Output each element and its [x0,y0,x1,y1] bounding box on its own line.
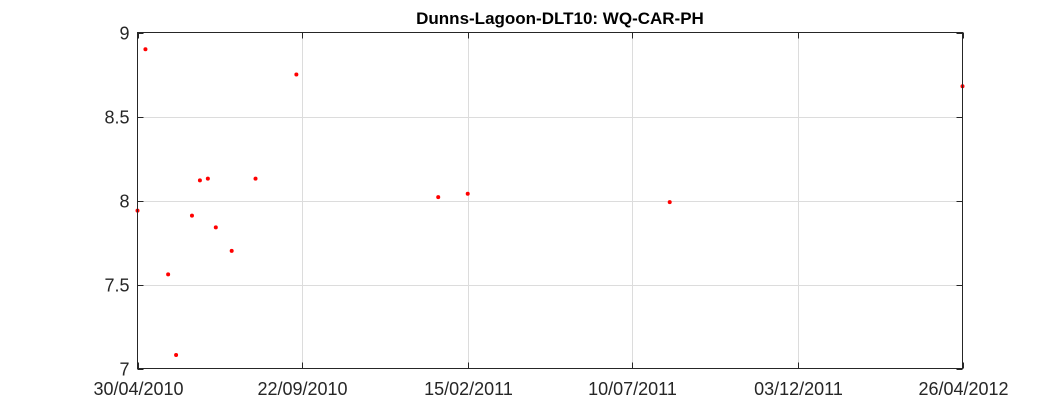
data-point [189,213,194,218]
y-tick-label: 7 [119,360,129,380]
plot-frame [137,32,963,369]
chart-title: Dunns-Lagoon-DLT10: WQ-CAR-PH [416,9,704,28]
y-axis-ticks: 7 7.5 8 8.5 9 [104,24,963,380]
y-tick-label: 8 [119,192,129,212]
data-points [135,47,965,358]
x-tick-label: 03/12/2011 [754,379,843,399]
y-tick-label: 8.5 [104,108,129,128]
y-tick-label: 9 [119,24,129,44]
grid-lines [137,32,963,369]
x-tick-label: 26/04/2012 [918,379,1008,399]
data-point [166,272,171,277]
data-point [197,178,202,183]
data-point [229,248,234,253]
x-tick-label: 30/04/2010 [93,379,183,399]
y-tick-label: 7.5 [104,276,129,296]
x-tick-label: 10/07/2011 [588,379,677,399]
data-point [213,225,218,230]
data-point [174,353,179,358]
x-tick-label: 15/02/2011 [424,379,513,399]
data-point [465,191,470,196]
data-point [143,47,148,52]
data-point [253,176,258,181]
data-point [436,195,441,200]
data-point [205,176,210,181]
x-axis-ticks: 30/04/2010 22/09/2010 15/02/2011 10/07/2011… [93,32,1009,399]
data-point [667,200,672,205]
data-point [294,72,299,77]
x-tick-label: 22/09/2010 [257,379,347,399]
